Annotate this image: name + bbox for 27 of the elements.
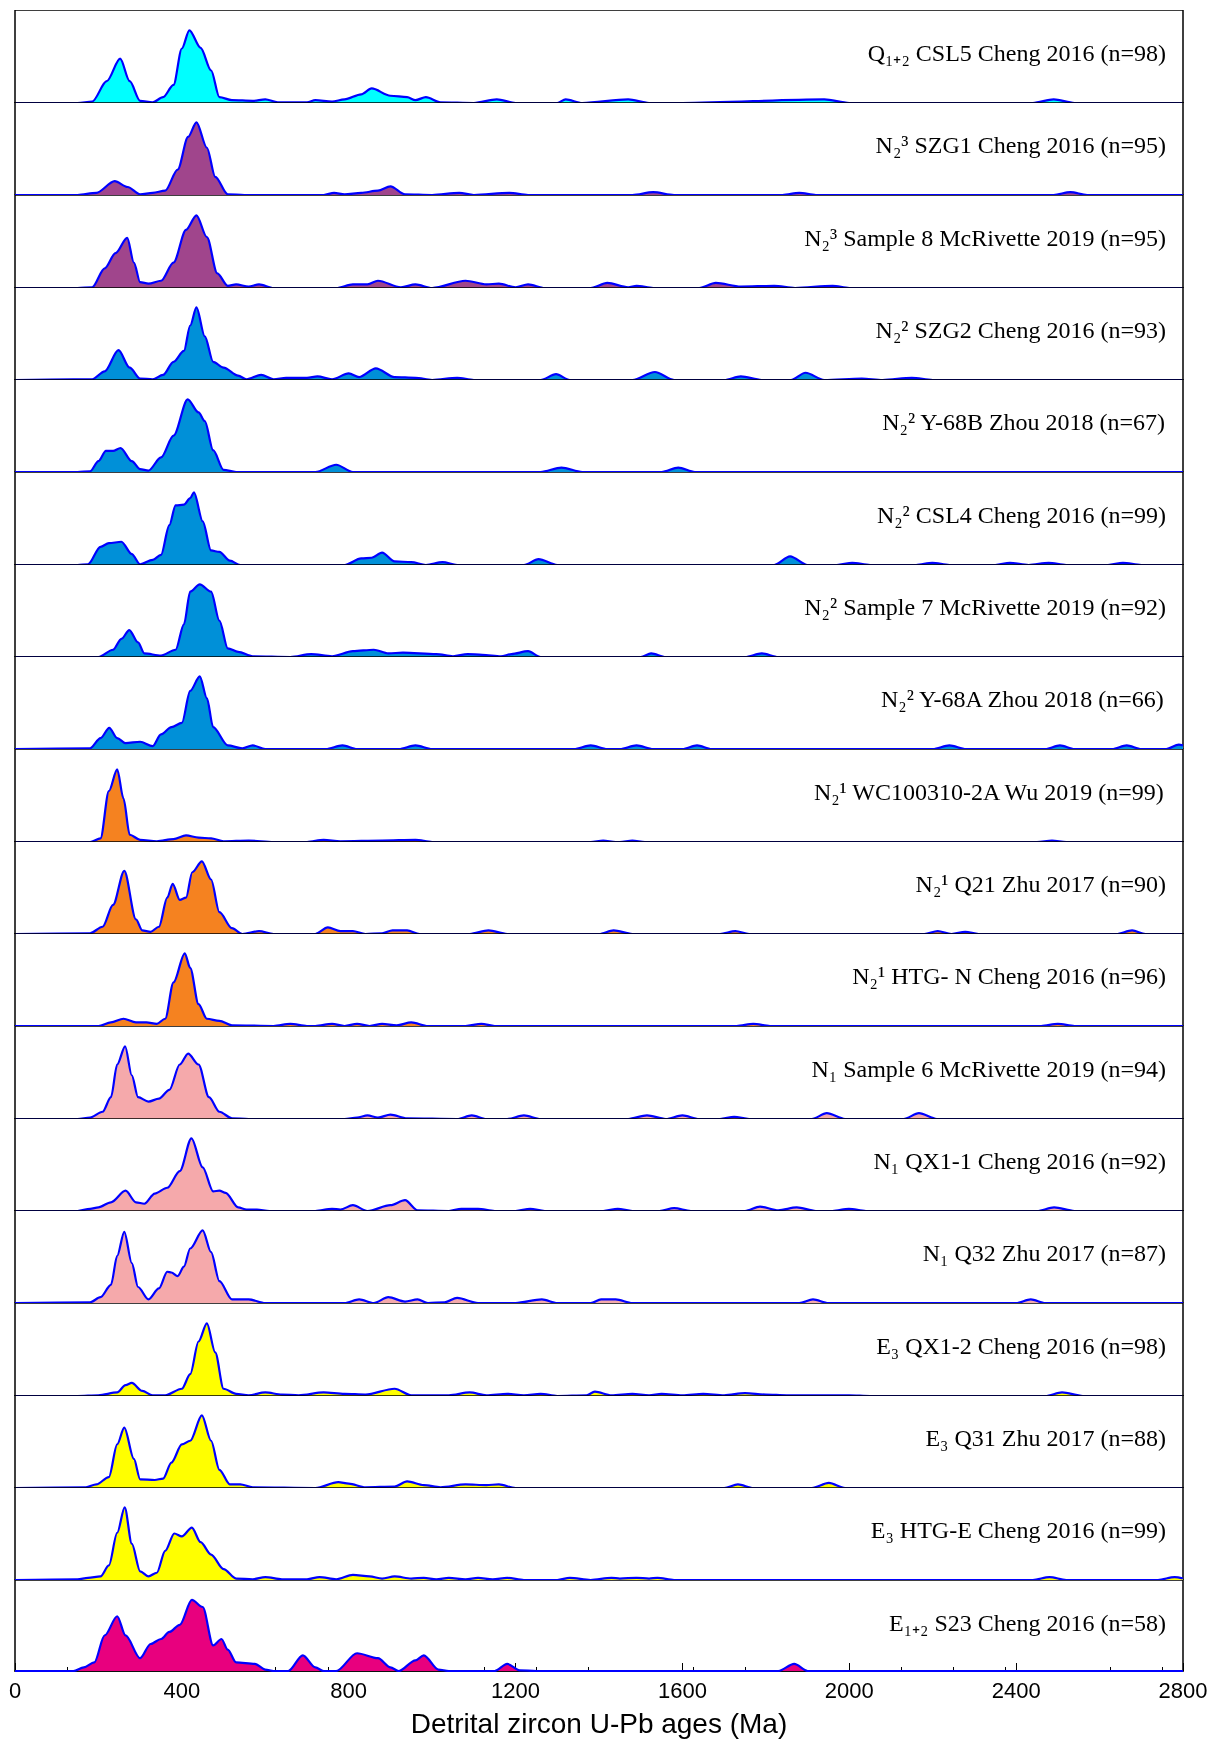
chart-title: N₂¹ HTG- N Cheng 2016 (n=96) xyxy=(852,963,1167,990)
x-tick-label: 2000 xyxy=(824,1677,874,1703)
chart-title: N₂² SZG2 Cheng 2016 (n=93) xyxy=(875,316,1167,343)
chart-title: N₂¹ WC100310-2A Wu 2019 (n=99) xyxy=(813,778,1164,805)
chart-title: N₂³ Sample 8 McRivette 2019 (n=95) xyxy=(804,224,1167,251)
chart-title: N₂² Sample 7 McRivette 2019 (n=92) xyxy=(804,593,1167,620)
chart-title: N₂² Y-68A Zhou 2018 (n=66) xyxy=(880,686,1164,713)
chart-title: N₁ Q32 Zhu 2017 (n=87) xyxy=(922,1240,1167,1267)
chart-title: E₃ QX1-2 Cheng 2016 (n=98) xyxy=(876,1332,1167,1359)
x-tick-label: 1200 xyxy=(491,1677,541,1703)
chart-title: N₁ Sample 6 McRivette 2019 (n=94) xyxy=(811,1055,1166,1082)
chart-title: N₂² Y-68B Zhou 2018 (n=67) xyxy=(882,409,1166,436)
x-tick-label: 0 xyxy=(8,1677,22,1703)
chart-title: E₃ Q31 Zhu 2017 (n=88) xyxy=(925,1424,1167,1451)
x-tick-label: 400 xyxy=(163,1677,201,1703)
chart-title: N₂² CSL4 Cheng 2016 (n=99) xyxy=(876,501,1166,528)
x-tick-label: 800 xyxy=(330,1677,368,1703)
chart-title: N₂¹ Q21 Zhu 2017 (n=90) xyxy=(915,870,1166,897)
chart-title: N₂³ SZG1 Cheng 2016 (n=95) xyxy=(875,132,1167,159)
x-tick-label: 2400 xyxy=(991,1677,1041,1703)
x-tick-label: 2800 xyxy=(1158,1677,1208,1703)
chart-title: Q₁₊₂ CSL5 Cheng 2016 (n=98) xyxy=(867,39,1166,66)
chart-title: E₁₊₂ S23 Cheng 2016 (n=58) xyxy=(889,1609,1166,1636)
x-axis-title: Detrital zircon U-Pb ages (Ma) xyxy=(410,1707,788,1739)
x-tick-label: 1600 xyxy=(657,1677,707,1703)
chart-title: N₁ QX1-1 Cheng 2016 (n=92) xyxy=(873,1147,1167,1174)
chart-title: E₃ HTG-E Cheng 2016 (n=99) xyxy=(870,1517,1166,1544)
